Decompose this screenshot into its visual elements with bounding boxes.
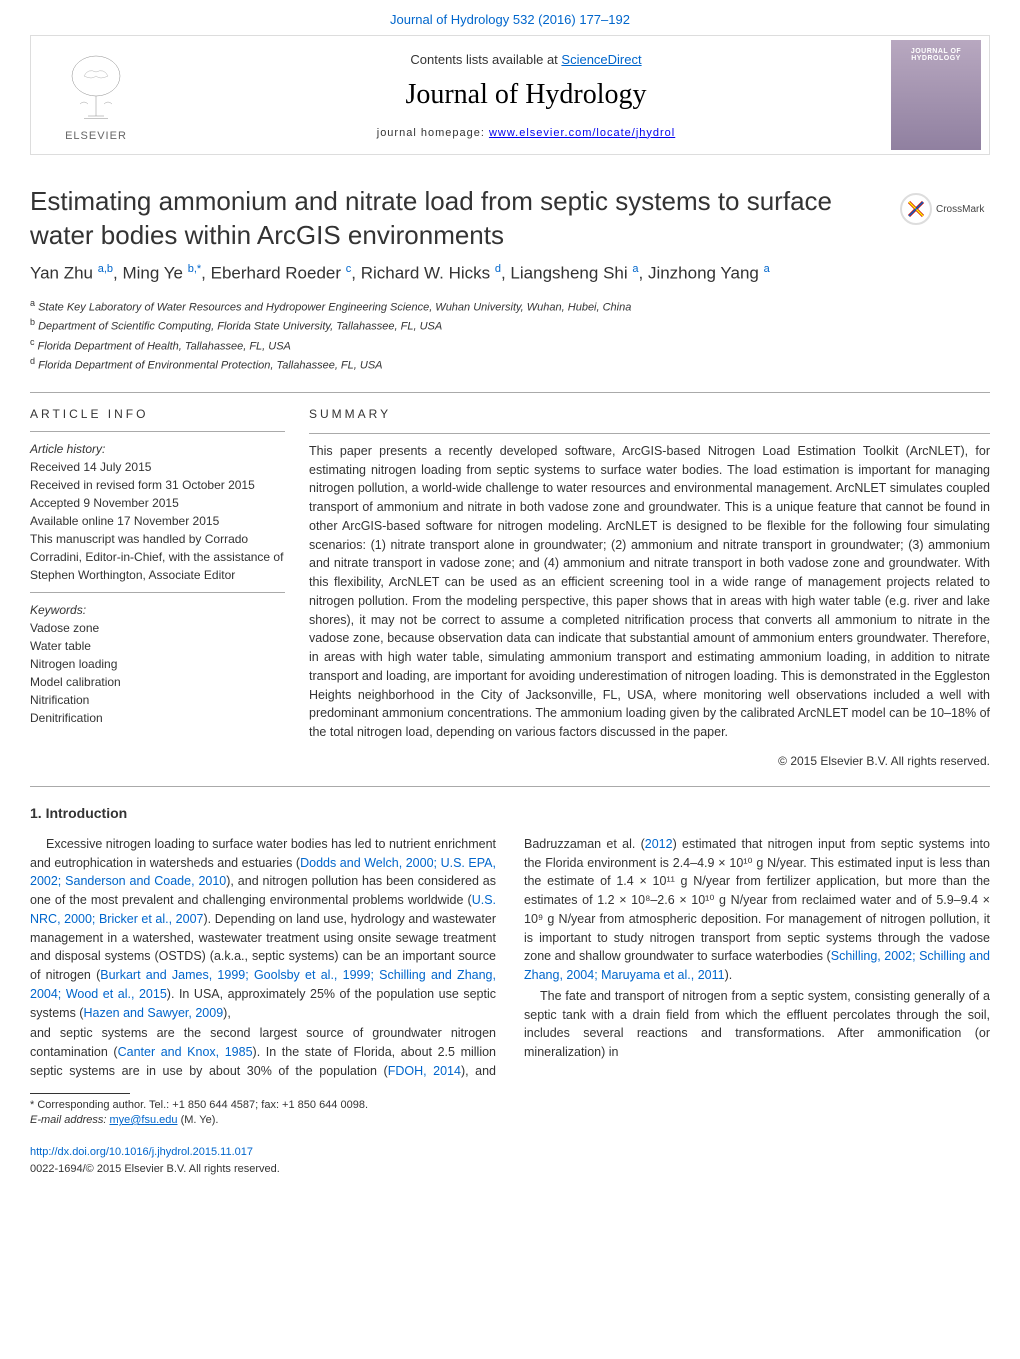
footnote: * Corresponding author. Tel.: +1 850 644… — [30, 1098, 990, 1129]
cover-label-bottom: HYDROLOGY — [911, 55, 961, 62]
accepted-date: Accepted 9 November 2015 — [30, 496, 179, 510]
keywords-label: Keywords: — [30, 603, 86, 617]
elsevier-label: ELSEVIER — [65, 130, 127, 142]
homepage-link[interactable]: www.elsevier.com/locate/jhydrol — [489, 127, 675, 139]
info-divider — [30, 592, 285, 593]
title-row: Estimating ammonium and nitrate load fro… — [30, 185, 990, 253]
article-title: Estimating ammonium and nitrate load fro… — [30, 185, 880, 253]
email-label: E-mail address: — [30, 1114, 109, 1126]
article-history: Article history: Received 14 July 2015 R… — [30, 440, 285, 584]
info-summary-row: ARTICLE INFO Article history: Received 1… — [30, 407, 990, 768]
article-info-heading: ARTICLE INFO — [30, 407, 285, 421]
contents-line: Contents lists available at ScienceDirec… — [171, 52, 881, 67]
authors: Yan Zhu a,b, Ming Ye b,*, Eberhard Roede… — [30, 263, 990, 284]
footnote-rule — [30, 1093, 130, 1094]
article-info-column: ARTICLE INFO Article history: Received 1… — [30, 407, 285, 768]
received-date: Received 14 July 2015 — [30, 460, 151, 474]
revised-date: Received in revised form 31 October 2015 — [30, 478, 255, 492]
crossmark-badge[interactable]: CrossMark — [900, 191, 990, 227]
keywords-block: Keywords: Vadose zoneWater tableNitrogen… — [30, 601, 285, 727]
crossmark-label: CrossMark — [936, 204, 984, 215]
journal-name: Journal of Hydrology — [171, 79, 881, 111]
email-suffix: (M. Ye). — [178, 1114, 219, 1126]
doi-link[interactable]: http://dx.doi.org/10.1016/j.jhydrol.2015… — [30, 1146, 253, 1158]
section-divider — [30, 786, 990, 787]
crossmark-icon — [900, 193, 932, 225]
section-divider — [30, 392, 990, 393]
intro-columns: Excessive nitrogen loading to surface wa… — [30, 835, 990, 1081]
banner-center: Contents lists available at ScienceDirec… — [161, 42, 891, 149]
elsevier-tree-icon — [56, 48, 136, 128]
header-banner: ELSEVIER Contents lists available at Sci… — [30, 35, 990, 155]
corresponding-author: * Corresponding author. Tel.: +1 850 644… — [30, 1099, 368, 1111]
homepage-line: journal homepage: www.elsevier.com/locat… — [171, 127, 881, 139]
elsevier-logo: ELSEVIER — [31, 36, 161, 154]
history-label: Article history: — [30, 442, 105, 456]
header-link[interactable]: Journal of Hydrology 532 (2016) 177–192 — [0, 0, 1020, 35]
cover-label-top: JOURNAL OF — [911, 48, 961, 55]
footer-links: http://dx.doi.org/10.1016/j.jhydrol.2015… — [30, 1144, 990, 1177]
keywords-list: Vadose zoneWater tableNitrogen loadingMo… — [30, 621, 121, 725]
journal-cover-icon: JOURNAL OF HYDROLOGY — [891, 40, 981, 150]
editor-note: This manuscript was handled by Corrado C… — [30, 532, 283, 582]
homepage-prefix: journal homepage: — [377, 127, 489, 139]
copyright-line: © 2015 Elsevier B.V. All rights reserved… — [309, 754, 990, 768]
summary-column: SUMMARY This paper presents a recently d… — [309, 407, 990, 768]
issn-copyright: 0022-1694/© 2015 Elsevier B.V. All right… — [30, 1163, 280, 1175]
introduction-section: 1. Introduction Excessive nitrogen loadi… — [30, 805, 990, 1081]
contents-prefix: Contents lists available at — [410, 52, 561, 67]
info-divider — [30, 431, 285, 432]
summary-divider — [309, 433, 990, 434]
online-date: Available online 17 November 2015 — [30, 514, 219, 528]
affiliations: a State Key Laboratory of Water Resource… — [30, 297, 990, 374]
intro-heading: 1. Introduction — [30, 805, 990, 821]
email-link[interactable]: mye@fsu.edu — [109, 1114, 177, 1126]
sciencedirect-link[interactable]: ScienceDirect — [561, 52, 641, 67]
summary-text: This paper presents a recently developed… — [309, 442, 990, 742]
summary-heading: SUMMARY — [309, 407, 990, 421]
